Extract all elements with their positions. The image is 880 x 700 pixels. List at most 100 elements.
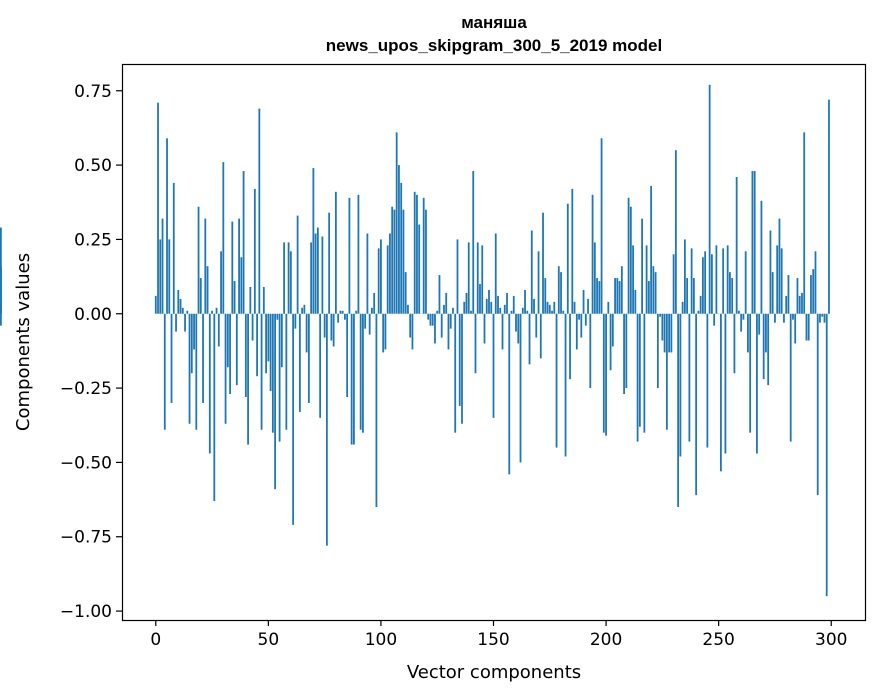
bar [567,204,569,314]
bar [801,293,803,314]
bar [425,210,427,314]
bar [797,278,799,314]
bar [558,266,560,314]
bar [812,269,814,314]
bar [493,314,495,418]
bar [288,242,290,313]
bar [274,314,276,489]
bar [583,290,585,314]
bar [195,314,197,430]
bar [272,314,274,433]
bar [290,251,292,313]
bar [682,302,684,314]
bar [168,239,170,313]
bar [475,314,477,373]
bar [556,314,558,448]
bar [736,177,738,314]
bar [468,242,470,313]
bar [610,314,612,370]
bar [162,219,164,314]
bar [310,242,312,313]
bar [337,314,339,323]
bar [502,314,504,350]
bar [326,314,328,546]
bar [549,305,551,314]
bar [531,231,533,314]
bar [342,311,344,314]
bar [752,171,754,314]
bar [330,314,332,341]
bar [204,219,206,314]
x-tick-label: 300 [815,630,847,650]
bar [319,314,321,418]
bar [603,314,605,433]
bar [353,314,355,445]
bar [810,275,812,314]
bar [171,314,173,403]
bar [254,189,256,314]
y-tick-label: −0.75 [60,528,112,548]
bar [770,231,772,314]
bar [211,311,213,314]
bar [664,314,666,353]
bar [729,272,731,314]
bar [263,287,265,314]
bar [695,314,697,495]
bar [779,219,781,314]
bar [794,314,796,344]
bar [722,248,724,313]
bar [520,314,522,463]
bar [533,299,535,314]
bar [191,314,193,373]
bar [765,314,767,353]
bar [783,314,785,323]
bar [585,314,587,326]
bar [716,245,718,313]
bar [725,314,727,454]
bar [607,302,609,314]
bar [763,314,765,379]
bar [598,281,600,314]
bar [452,308,454,314]
bar [173,183,175,314]
bar [749,314,751,433]
bar [673,254,675,313]
bar [317,228,319,314]
bar [202,314,204,403]
bar [643,314,645,433]
bar [209,314,211,454]
bar [679,314,681,457]
bar [511,311,513,314]
bar [166,138,168,313]
y-tick-label: 0.75 [74,82,112,102]
bar [484,314,486,344]
bar [578,314,580,320]
bar [256,314,258,376]
bar [227,314,229,368]
bar [734,314,736,373]
bar [720,314,722,472]
bar [358,195,360,314]
bar [758,314,760,335]
bar [761,201,763,314]
bar [774,314,776,323]
bar [225,314,227,424]
bar [292,314,294,525]
y-tick-label: −1.00 [60,602,112,622]
bar [819,314,821,323]
bar [391,207,393,314]
bar [252,314,254,341]
bar [180,299,182,314]
bar [601,138,603,313]
bar [382,314,384,353]
bar [303,305,305,314]
bar [340,311,342,314]
bar [506,293,508,314]
bar [321,236,323,313]
bar [747,314,749,353]
bar [592,195,594,314]
bar [243,171,245,314]
bar [745,251,747,313]
bar [0,269,2,314]
bar [245,314,247,397]
